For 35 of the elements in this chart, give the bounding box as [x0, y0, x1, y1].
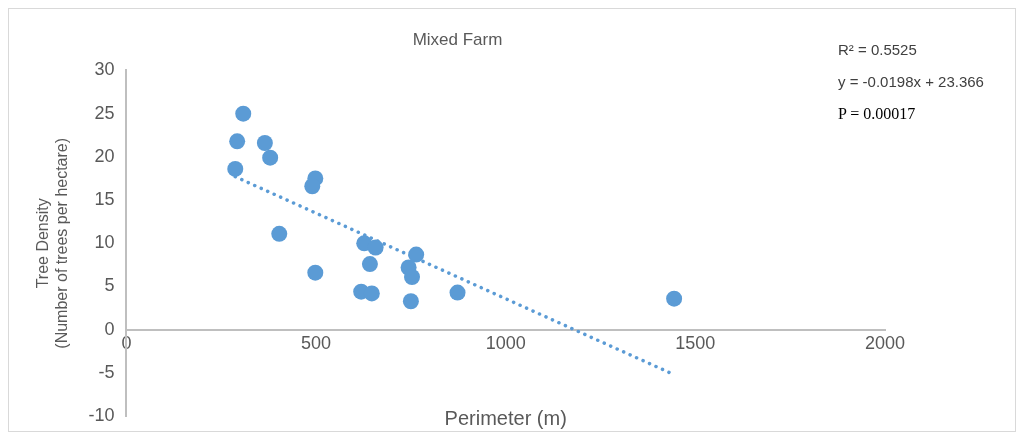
text: R² = 0.5525: [838, 40, 918, 60]
point: [304, 178, 321, 195]
y-axis-title: Tree Density (Number of trees per hectare): [34, 137, 71, 349]
point: [402, 293, 419, 310]
y-tick-label: 0: [104, 318, 115, 339]
point: [227, 160, 244, 177]
point: [449, 284, 466, 301]
y-tick-label: 15: [94, 189, 115, 210]
x-tick-label: 1500: [675, 332, 716, 353]
y-tick-label: 30: [94, 59, 115, 80]
annotation: y = -0.0198x + 23.366: [838, 72, 984, 92]
point: [256, 135, 273, 152]
y-tick-label: 25: [94, 102, 115, 123]
point: [307, 264, 324, 281]
y-tick-label: 20: [94, 145, 115, 166]
point: [271, 225, 288, 242]
x-tick-label: 500: [301, 332, 332, 353]
point: [262, 149, 279, 166]
y-tick-label: -5: [98, 361, 115, 382]
chart-title: Mixed Farm: [412, 29, 503, 49]
point: [361, 256, 378, 273]
point: [363, 285, 380, 302]
x-axis-title: Perimeter (m): [444, 406, 567, 429]
point: [408, 246, 425, 263]
point: [235, 105, 252, 122]
point: [229, 133, 246, 150]
annotation: P = 0.00017: [838, 104, 917, 124]
point: [404, 269, 421, 286]
y-tick-label: 10: [94, 232, 115, 253]
y-tick-label: -10: [88, 405, 115, 426]
point: [367, 239, 384, 256]
x-tick-label: 2000: [864, 332, 906, 353]
point: [666, 290, 683, 307]
y-tick-label: 5: [104, 275, 115, 296]
x-tick-label: 1000: [485, 332, 526, 353]
